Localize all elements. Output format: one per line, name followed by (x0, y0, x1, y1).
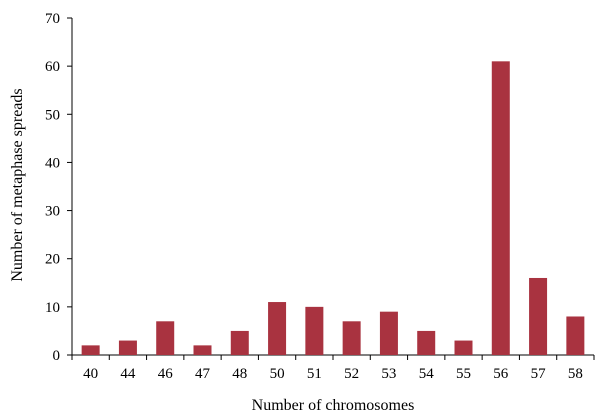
bar-57 (529, 277, 548, 355)
x-tick-label: 51 (307, 366, 322, 382)
y-tick-label: 50 (45, 107, 60, 123)
y-tick-label: 40 (45, 155, 60, 171)
bar-48 (230, 330, 249, 355)
y-axis-label: Number of metaphase spreads (9, 88, 26, 281)
bar-44 (118, 340, 137, 355)
bar-50 (268, 302, 287, 355)
y-tick-label: 30 (45, 204, 60, 220)
y-tick-label: 10 (45, 300, 60, 316)
x-tick-label: 46 (158, 366, 174, 382)
bar-51 (305, 306, 324, 355)
x-tick-label: 58 (568, 366, 583, 382)
x-tick-label: 55 (456, 366, 471, 382)
y-tick-label: 0 (53, 348, 61, 364)
x-tick-label: 44 (120, 366, 136, 382)
x-tick-label: 56 (493, 366, 509, 382)
bar-46 (156, 321, 175, 355)
bar-52 (342, 321, 361, 355)
x-tick-label: 40 (83, 366, 98, 382)
bar-40 (81, 345, 100, 355)
x-tick-label: 48 (232, 366, 247, 382)
bar-55 (454, 340, 473, 355)
bar-56 (491, 61, 510, 355)
bar-53 (379, 311, 398, 355)
x-tick-label: 57 (531, 366, 547, 382)
x-tick-label: 53 (381, 366, 396, 382)
y-axis: 0 10 20 30 40 50 60 70 (45, 11, 73, 364)
bar-54 (417, 330, 436, 355)
bars (81, 61, 585, 355)
x-tick-label: 54 (419, 366, 435, 382)
x-tick-label: 52 (344, 366, 359, 382)
bar-47 (193, 345, 212, 355)
y-tick-label: 60 (45, 59, 60, 75)
x-axis-label: Number of chromosomes (252, 397, 415, 414)
x-axis: 40 44 46 47 48 50 51 52 53 54 55 56 57 58 (71, 354, 595, 382)
y-tick-label: 70 (45, 11, 60, 27)
bar-58 (566, 316, 585, 355)
x-tick-label: 50 (270, 366, 285, 382)
x-tick-label: 47 (195, 366, 211, 382)
y-tick-label: 20 (45, 252, 60, 268)
